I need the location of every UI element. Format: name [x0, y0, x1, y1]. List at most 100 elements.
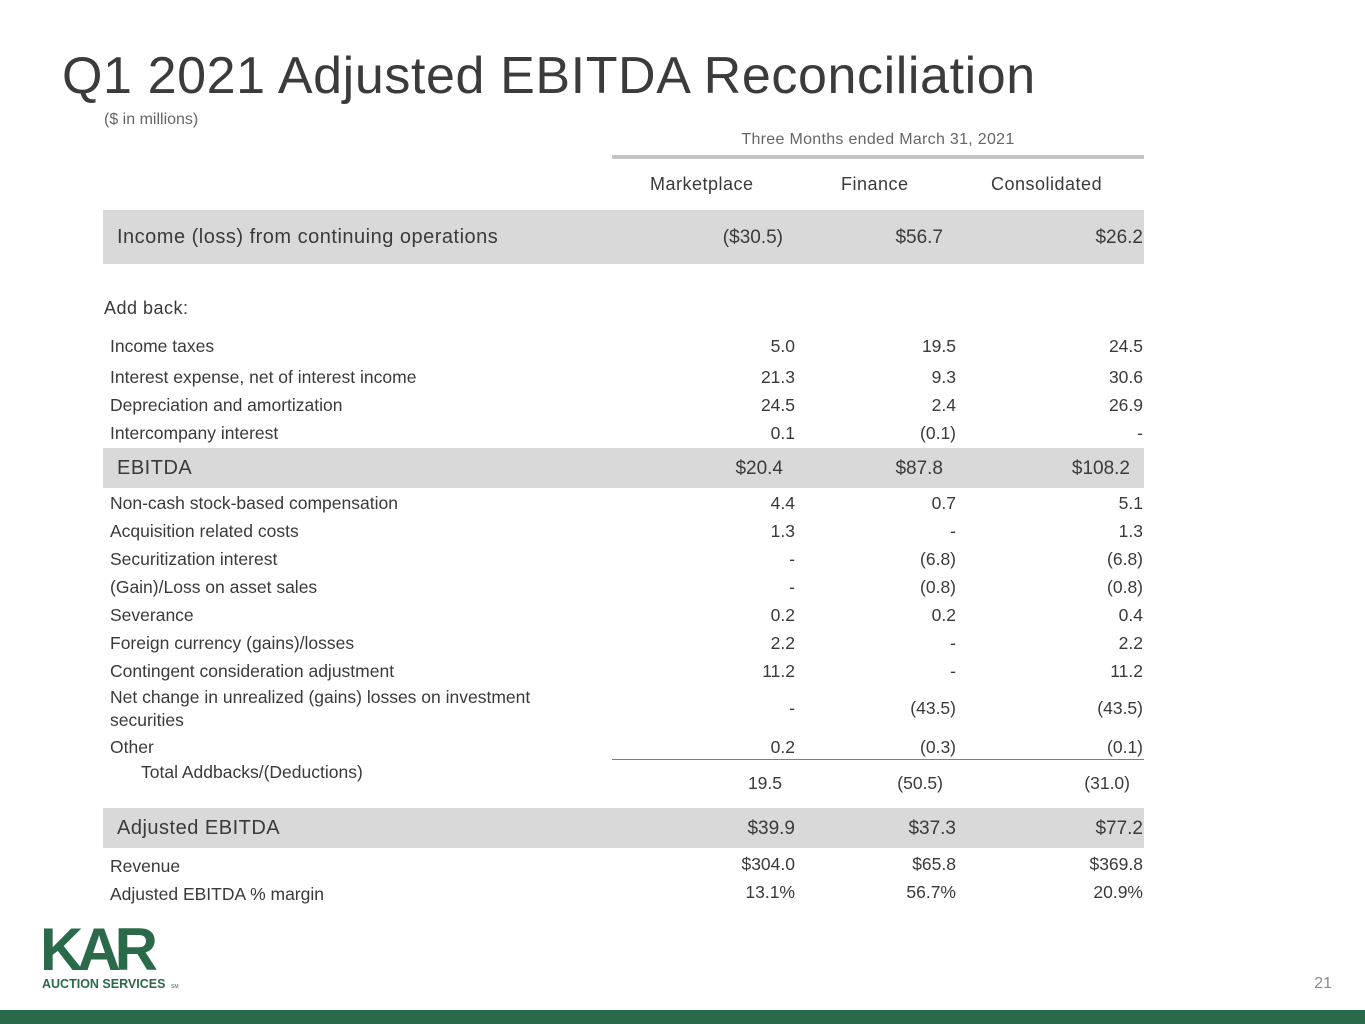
- row-label: Adjusted EBITDA: [117, 817, 281, 839]
- row-label: Severance: [110, 605, 194, 625]
- total-row: Total Addbacks/(Deductions) 19.5 (50.5) …: [0, 762, 1365, 798]
- row-label: Total Addbacks/(Deductions): [141, 762, 363, 782]
- cell-finance: $37.3: [908, 818, 956, 839]
- row-label: Net change in unrealized (gains) losses …: [110, 687, 531, 730]
- cell-finance: 0.7: [931, 493, 956, 513]
- cell-finance: (6.8): [920, 549, 956, 569]
- footer-bar: [0, 1010, 1365, 1024]
- cell-marketplace: $20.4: [735, 458, 783, 479]
- table-row: Contingent consideration adjustment 11.2…: [0, 659, 1365, 683]
- row-label: EBITDA: [117, 457, 193, 479]
- cell-marketplace: $304.0: [741, 854, 795, 874]
- column-header-finance: Finance: [841, 174, 909, 194]
- table-row: Interest expense, net of interest income…: [0, 365, 1365, 389]
- cell-finance: (50.5): [897, 773, 943, 793]
- cell-consolidated: -: [1137, 423, 1143, 443]
- row-label: Non-cash stock-based compensation: [110, 493, 398, 513]
- page-number: 21: [1314, 975, 1332, 992]
- cell-marketplace: 24.5: [760, 395, 795, 415]
- cell-finance: -: [950, 661, 956, 681]
- logo-service-mark: SM: [171, 984, 179, 990]
- cell-consolidated: (6.8): [1107, 549, 1143, 569]
- cell-finance: (0.1): [920, 423, 956, 443]
- cell-consolidated: $26.2: [1095, 227, 1143, 248]
- cell-marketplace: -: [789, 549, 795, 569]
- table-row: Non-cash stock-based compensation 4.4 0.…: [0, 491, 1365, 515]
- period-rule: [612, 155, 1144, 159]
- row-label: Securitization interest: [110, 549, 278, 569]
- table-row: Foreign currency (gains)/losses 2.2 - 2.…: [0, 631, 1365, 655]
- row-label: Revenue: [110, 856, 181, 876]
- cell-consolidated: (0.1): [1107, 737, 1143, 757]
- cell-marketplace: 13.1%: [745, 882, 795, 902]
- table-row: Net change in unrealized (gains) losses …: [0, 686, 1365, 734]
- table-row: Intercompany interest 0.1 (0.1) -: [0, 421, 1365, 445]
- cell-finance: -: [950, 521, 956, 541]
- table-row: Securitization interest - (6.8) (6.8): [0, 547, 1365, 571]
- cell-marketplace: -: [789, 577, 795, 597]
- cell-marketplace: 5.0: [770, 336, 795, 356]
- row-label: Income (loss) from continuing operations: [117, 226, 499, 248]
- cell-marketplace: $39.9: [747, 818, 795, 839]
- row-label: Intercompany interest: [110, 423, 279, 443]
- table-row: Acquisition related costs 1.3 - 1.3: [0, 519, 1365, 543]
- cell-consolidated: 20.9%: [1093, 882, 1143, 902]
- row-label: Adjusted EBITDA % margin: [110, 884, 324, 904]
- cell-finance: $56.7: [895, 227, 943, 248]
- logo-tagline: AUCTION SERVICES: [42, 977, 165, 991]
- kar-logo: KAR AUCTION SERVICES SM: [40, 916, 190, 992]
- table-row: Income taxes 5.0 19.5 24.5: [0, 334, 1365, 358]
- cell-consolidated: 1.3: [1118, 521, 1143, 541]
- cell-marketplace: 21.3: [760, 367, 795, 387]
- cell-consolidated: 2.2: [1118, 633, 1143, 653]
- period-header: Three Months ended March 31, 2021: [741, 131, 1015, 148]
- cell-consolidated: $77.2: [1095, 818, 1143, 839]
- adjusted-ebitda-row: Adjusted EBITDA $39.9 $37.3 $77.2: [103, 808, 1144, 848]
- cell-marketplace: ($30.5): [722, 227, 783, 248]
- cell-marketplace: 0.2: [770, 605, 795, 625]
- cell-consolidated: (0.8): [1107, 577, 1143, 597]
- cell-marketplace: 11.2: [762, 661, 795, 681]
- cell-finance: 56.7%: [906, 882, 956, 902]
- cell-finance: (0.8): [920, 577, 956, 597]
- cell-marketplace: -: [789, 698, 795, 718]
- row-label: Acquisition related costs: [110, 521, 299, 541]
- cell-marketplace: 4.4: [770, 493, 795, 513]
- cell-finance: 9.3: [931, 367, 956, 387]
- row-label: Depreciation and amortization: [110, 395, 343, 415]
- page-title: Q1 2021 Adjusted EBITDA Reconciliation: [62, 47, 1036, 105]
- row-label: Income taxes: [110, 336, 215, 356]
- cell-consolidated: (31.0): [1084, 773, 1130, 793]
- cell-finance: (0.3): [920, 737, 956, 757]
- cell-consolidated: $369.8: [1089, 854, 1143, 874]
- cell-consolidated: $108.2: [1071, 458, 1130, 479]
- row-label: Interest expense, net of interest income: [110, 367, 417, 387]
- cell-consolidated: 0.4: [1118, 605, 1143, 625]
- cell-consolidated: 30.6: [1108, 367, 1143, 387]
- cell-marketplace: 19.5: [747, 773, 782, 793]
- cell-marketplace: 0.2: [770, 737, 795, 757]
- add-back-label: Add back:: [104, 298, 189, 318]
- cell-consolidated: (43.5): [1097, 698, 1143, 718]
- margin-row: Adjusted EBITDA % margin 13.1% 56.7% 20.…: [0, 882, 1365, 906]
- cell-finance: 0.2: [931, 605, 956, 625]
- units-note: ($ in millions): [104, 111, 199, 128]
- cell-consolidated: 11.2: [1110, 661, 1143, 681]
- column-header-marketplace: Marketplace: [650, 174, 754, 194]
- row-label: (Gain)/Loss on asset sales: [110, 577, 318, 597]
- row-label: Contingent consideration adjustment: [110, 661, 395, 681]
- logo-word: KAR: [40, 918, 158, 983]
- revenue-row: Revenue $304.0 $65.8 $369.8: [0, 854, 1365, 878]
- table-row: (Gain)/Loss on asset sales - (0.8) (0.8): [0, 575, 1365, 599]
- ebitda-row: EBITDA $20.4 $87.8 $108.2: [103, 448, 1144, 488]
- cell-marketplace: 1.3: [770, 521, 795, 541]
- cell-consolidated: 5.1: [1118, 493, 1143, 513]
- cell-finance: $87.8: [895, 458, 943, 479]
- table-row: Severance 0.2 0.2 0.4: [0, 603, 1365, 627]
- row-label: Other: [110, 737, 154, 757]
- total-rule: [612, 759, 1144, 760]
- cell-finance: $65.8: [912, 854, 956, 874]
- cell-marketplace: 2.2: [770, 633, 795, 653]
- cell-finance: 19.5: [921, 336, 956, 356]
- table-row: Depreciation and amortization 24.5 2.4 2…: [0, 393, 1365, 417]
